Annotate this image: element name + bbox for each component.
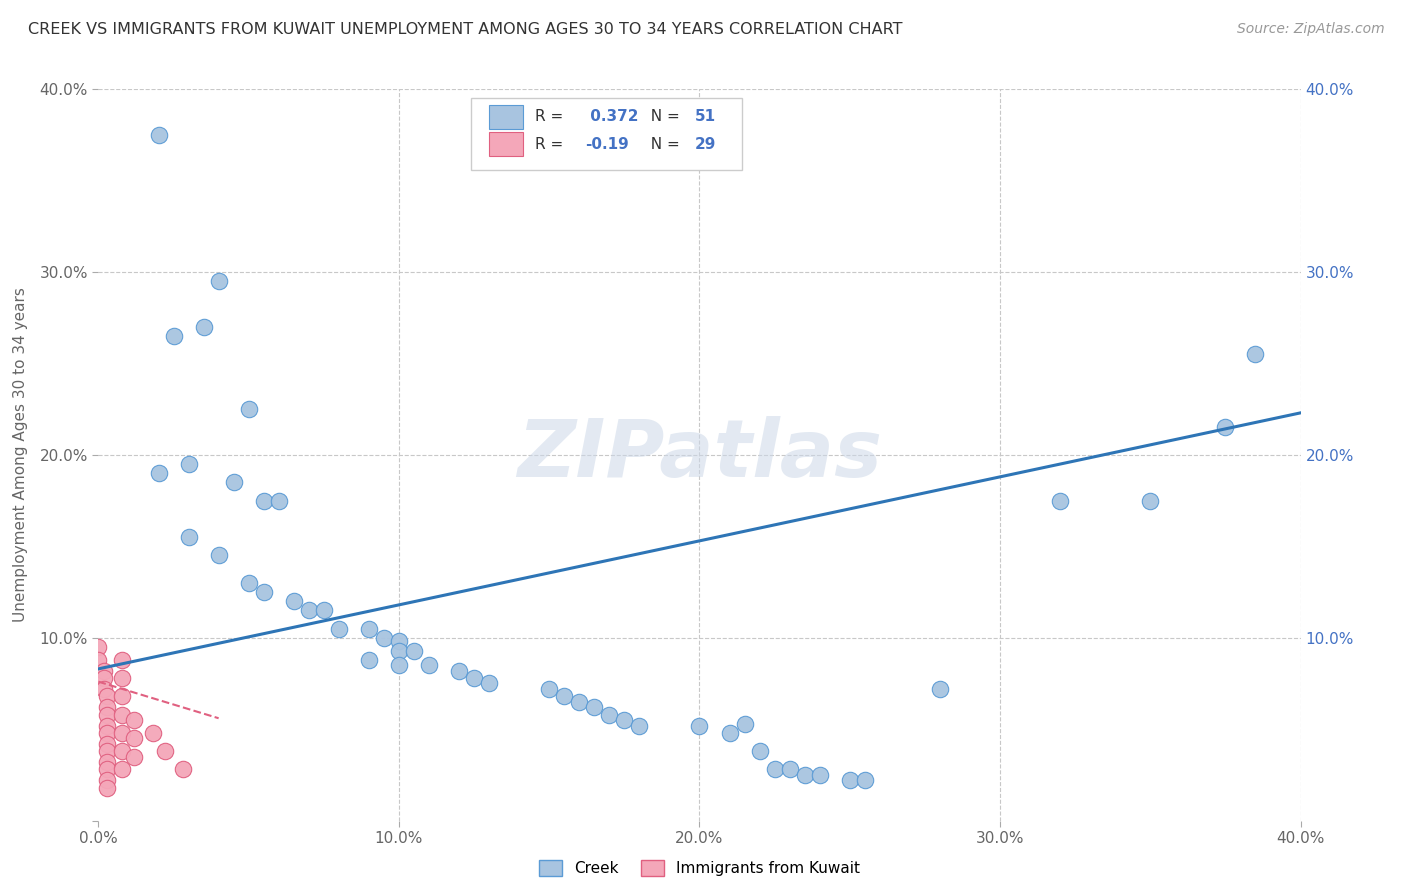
Point bbox=[388, 643, 411, 657]
Point bbox=[96, 773, 118, 788]
Point bbox=[141, 726, 163, 740]
Point bbox=[838, 773, 860, 788]
Point bbox=[96, 755, 118, 769]
Point bbox=[208, 549, 231, 563]
Point bbox=[689, 718, 711, 732]
Point bbox=[763, 763, 786, 777]
Point bbox=[124, 731, 146, 746]
Point bbox=[124, 713, 146, 727]
Y-axis label: Unemployment Among Ages 30 to 34 years: Unemployment Among Ages 30 to 34 years bbox=[14, 287, 28, 623]
Point bbox=[111, 726, 134, 740]
Point bbox=[238, 576, 260, 591]
Point bbox=[111, 690, 134, 704]
Point bbox=[96, 690, 118, 704]
Legend: Creek, Immigrants from Kuwait: Creek, Immigrants from Kuwait bbox=[533, 855, 866, 882]
Text: 0.372: 0.372 bbox=[585, 110, 638, 125]
Point bbox=[222, 475, 245, 490]
Point bbox=[388, 634, 411, 648]
Point bbox=[718, 726, 741, 740]
Point bbox=[613, 713, 636, 727]
Point bbox=[96, 737, 118, 751]
Point bbox=[1049, 493, 1071, 508]
FancyBboxPatch shape bbox=[489, 104, 523, 129]
Point bbox=[808, 768, 831, 782]
Point bbox=[1244, 347, 1267, 361]
Text: R =: R = bbox=[534, 136, 568, 152]
Point bbox=[283, 594, 305, 608]
Point bbox=[568, 695, 591, 709]
Point bbox=[96, 726, 118, 740]
Point bbox=[328, 622, 350, 636]
Point bbox=[583, 700, 606, 714]
Text: N =: N = bbox=[641, 110, 685, 125]
Point bbox=[93, 664, 115, 678]
Point bbox=[96, 763, 118, 777]
Point bbox=[93, 671, 115, 685]
Point bbox=[96, 700, 118, 714]
Text: 51: 51 bbox=[695, 110, 716, 125]
Point bbox=[853, 773, 876, 788]
Point bbox=[418, 658, 440, 673]
Point bbox=[193, 320, 215, 334]
Point bbox=[148, 466, 170, 480]
Point bbox=[447, 664, 470, 678]
Point bbox=[111, 707, 134, 722]
FancyBboxPatch shape bbox=[489, 132, 523, 156]
Point bbox=[478, 676, 501, 690]
Point bbox=[1139, 493, 1161, 508]
Text: N =: N = bbox=[641, 136, 685, 152]
Point bbox=[734, 716, 756, 731]
Point bbox=[238, 402, 260, 417]
Point bbox=[96, 744, 118, 758]
Point bbox=[357, 653, 380, 667]
Text: -0.19: -0.19 bbox=[585, 136, 628, 152]
Point bbox=[779, 763, 801, 777]
Point bbox=[373, 631, 395, 645]
Point bbox=[153, 744, 176, 758]
Text: R =: R = bbox=[534, 110, 568, 125]
Point bbox=[253, 493, 276, 508]
Point bbox=[172, 763, 194, 777]
Point bbox=[124, 749, 146, 764]
Text: ZIPatlas: ZIPatlas bbox=[517, 416, 882, 494]
Point bbox=[929, 681, 952, 696]
Text: CREEK VS IMMIGRANTS FROM KUWAIT UNEMPLOYMENT AMONG AGES 30 TO 34 YEARS CORRELATI: CREEK VS IMMIGRANTS FROM KUWAIT UNEMPLOY… bbox=[28, 22, 903, 37]
Point bbox=[177, 530, 200, 544]
Text: 29: 29 bbox=[695, 136, 716, 152]
Point bbox=[87, 640, 110, 654]
Point bbox=[111, 744, 134, 758]
Point bbox=[162, 329, 184, 343]
Point bbox=[357, 622, 380, 636]
Point bbox=[628, 718, 651, 732]
Point bbox=[402, 643, 425, 657]
Point bbox=[463, 671, 485, 685]
Point bbox=[298, 603, 321, 617]
Point bbox=[111, 671, 134, 685]
Point bbox=[553, 690, 575, 704]
Point bbox=[96, 707, 118, 722]
Point bbox=[253, 585, 276, 599]
Point bbox=[177, 457, 200, 471]
Point bbox=[93, 681, 115, 696]
Point bbox=[208, 274, 231, 288]
Point bbox=[87, 653, 110, 667]
Point bbox=[148, 128, 170, 142]
Point bbox=[388, 658, 411, 673]
Point bbox=[111, 763, 134, 777]
Point bbox=[1215, 420, 1237, 434]
Point bbox=[111, 653, 134, 667]
Point bbox=[538, 681, 561, 696]
Point bbox=[312, 603, 335, 617]
Point bbox=[748, 744, 770, 758]
Point bbox=[267, 493, 290, 508]
Point bbox=[96, 780, 118, 795]
FancyBboxPatch shape bbox=[471, 98, 741, 169]
Point bbox=[793, 768, 815, 782]
Point bbox=[598, 707, 620, 722]
Point bbox=[96, 718, 118, 732]
Text: Source: ZipAtlas.com: Source: ZipAtlas.com bbox=[1237, 22, 1385, 37]
